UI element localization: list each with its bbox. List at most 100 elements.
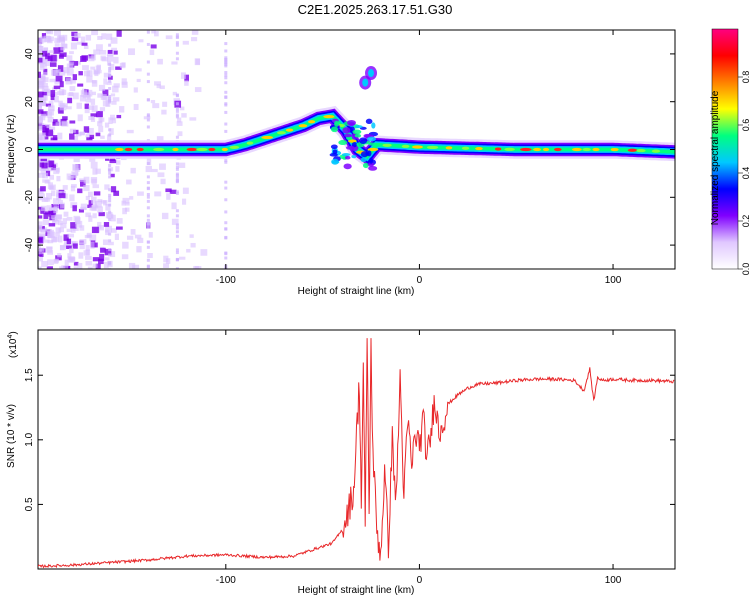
spectrogram-noise-cell [49,78,56,83]
spectrogram-streak-cell [224,252,228,256]
spectrogram-noise-cell [116,226,123,230]
spectrogram-noise-cell [67,258,74,263]
spectrogram-noise-cell [42,91,48,96]
spectrogram-noise-cell [38,45,43,52]
spectrogram-noise-cell [48,105,55,112]
spectrogram-noise-cell [104,248,112,256]
spectrogram-noise-cell [194,87,202,93]
snr-y-tick-label: 1.5 [24,368,35,382]
spectrogram-noise-cell [49,174,55,180]
spectrogram-noise-cell [88,200,93,205]
spectrogram-streak-cell [175,43,179,47]
spectrogram-noise-cell [93,49,101,55]
spectrogram-noise-cell [70,185,76,192]
spectrogram-noise-cell [129,196,134,200]
colorbar-tick-label: 0.0 [741,263,750,276]
spectrogram-streak-cell [146,240,150,244]
spectrogram-side-feature-core [368,69,375,78]
spectrogram-noise-cell [89,156,96,162]
spectrogram-noise-cell [161,212,169,220]
spectrogram-noise-cell [59,245,65,251]
spectrogram-noise-cell [38,54,43,59]
spectrogram-noise-cell [133,103,139,110]
spectrogram-noise-cell [95,132,101,137]
spectrogram-noise-cell [103,72,110,78]
spectrogram-noise-cell [193,265,200,269]
spectrogram-noise-cell [97,121,103,127]
spectrogram-noise-cell [112,97,120,102]
spectrogram-noise-cell [38,155,43,163]
spectrogram-noise-cell [86,75,93,83]
spectrogram-noise-cell [46,192,52,200]
spectrogram-noise-cell [87,204,93,208]
spectrogram-noise-cell [40,205,47,212]
spectrogram-noise-cell [55,69,61,73]
spectrogram-hotspot [115,147,124,152]
spectrogram-noise-cell [49,126,56,131]
spectrogram-turbulence-cell [365,151,370,156]
spectrogram-noise-cell [189,234,194,238]
spectrogram-noise-cell [38,99,46,106]
spectrogram-noise-cell [137,191,144,196]
spectrogram-noise-cell [184,74,189,82]
spectrogram-noise-cell [96,110,103,118]
snr-frame [37,329,676,570]
spectrogram-noise-cell [47,239,54,244]
spectrogram-noise-cell [51,190,56,197]
spectrogram-noise-cell [48,160,55,167]
spectrogram-noise-cell [54,80,59,85]
snr-multiplier-suffix: ) [8,331,19,334]
spectrogram-streak-cell [175,248,179,252]
spectrogram-noise-cell [53,85,61,90]
spectrogram-noise-cell [81,42,88,46]
spectrogram-noise-cell [62,185,68,190]
spectrogram-streak-cell [224,102,228,106]
spectrogram-noise-cell [157,58,163,65]
spectrogram-noise-cell [42,77,49,83]
spectrogram-noise-cell [109,64,115,71]
spectrogram-noise-cell [58,70,66,76]
spectrogram-noise-cell [91,30,99,36]
spectrogram-hotspot [186,147,198,152]
spectrogram-x-tick-label: 0 [417,275,423,286]
spectrogram-noise-cell [66,106,72,110]
spectrogram-noise-cell [103,261,109,269]
spectrogram-streak-cell [175,190,179,194]
spectrogram-noise-cell [70,79,76,84]
spectrogram-noise-cell [71,184,77,188]
spectrogram-noise-cell [125,202,130,206]
snr-panel: -100 0 100 0.5 1.0 1.5 Height of straight lin… [6,329,676,596]
spectrogram-noise-cell [159,163,166,170]
spectrogram-noise-cell [71,36,79,42]
spectrogram-noise-cell [113,56,119,64]
spectrogram-streak-cell [224,56,228,60]
spectrogram-hotspot [221,147,228,152]
spectrogram-streak-cell [224,221,228,225]
spectrogram-streak-cell [224,71,228,75]
spectrogram-hotspot [627,148,638,152]
spectrogram-turbulence-cell [342,127,351,134]
spectrogram-noise-cell [90,161,98,169]
spectrogram-noise-cell [39,74,46,80]
spectrogram-noise-cell [38,206,43,210]
spectrogram-noise-cell [165,35,173,40]
spectrogram-noise-cell [46,167,53,172]
spectrogram-turbulence-cell [346,119,356,126]
spectrogram-noise-cell [110,251,116,258]
spectrogram-noise-cell [179,106,185,111]
spectrogram-noise-cell [51,215,57,220]
spectrogram-turbulence-cell [352,129,362,135]
spectrogram-noise-cell [64,259,69,267]
spectrogram-noise-cell [80,36,86,43]
spectrogram-noise-cell [58,107,64,114]
spectrogram-noise-cell [90,113,97,117]
spectrogram-streak-cell [224,42,228,46]
spectrogram-streak-cell [146,80,150,84]
snr-y-tick-label: 1.0 [24,432,35,446]
spectrogram-noise-cell [115,166,120,172]
spectrogram-noise-cell [102,239,109,246]
spectrogram-turbulence-cell [344,155,351,160]
spectrogram-noise-cell [99,253,105,261]
spectrogram-streak-cell [146,218,150,222]
spectrogram-noise-cell [200,249,208,256]
